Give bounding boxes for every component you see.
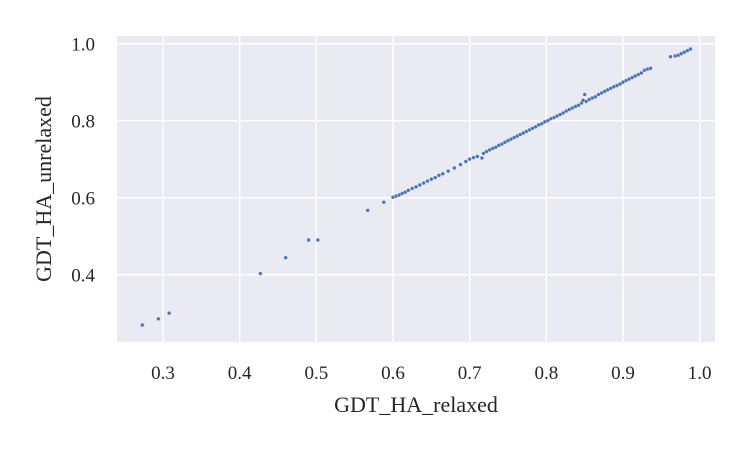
data-point — [533, 124, 538, 129]
data-point — [576, 103, 581, 108]
data-point — [499, 142, 504, 147]
x-tick-label: 0.4 — [228, 363, 252, 384]
data-point — [639, 70, 644, 76]
data-point — [493, 145, 498, 150]
data-point — [421, 180, 426, 186]
x-tick-label: 0.7 — [458, 363, 482, 384]
data-point — [479, 155, 484, 161]
data-point — [584, 99, 589, 104]
x-tick-label: 0.9 — [611, 363, 635, 384]
x-axis-label: GDT_HA_relaxed — [334, 392, 498, 417]
data-point — [440, 171, 445, 176]
y-tick-label: 1.0 — [71, 35, 95, 56]
x-tick-label: 0.5 — [304, 363, 328, 384]
data-point — [315, 237, 320, 243]
data-point — [463, 159, 468, 164]
data-point — [413, 184, 419, 189]
data-point — [688, 47, 693, 52]
data-point — [481, 151, 486, 156]
x-tick-label: 0.8 — [534, 363, 558, 384]
data-point — [410, 186, 415, 191]
data-point — [436, 173, 442, 178]
data-point — [433, 175, 438, 180]
data-point — [258, 271, 263, 276]
x-tick-label: 0.3 — [151, 363, 175, 384]
x-tick-label: 0.6 — [381, 363, 405, 384]
data-point — [446, 169, 451, 174]
data-point — [458, 162, 463, 167]
data-point — [467, 157, 472, 162]
data-point — [452, 165, 457, 171]
data-point — [561, 110, 566, 116]
data-point — [365, 208, 370, 213]
grid — [117, 36, 715, 342]
data-point — [406, 188, 411, 193]
y-axis-ticks: 0.4 0.6 0.8 1.0 — [71, 35, 95, 287]
data-point — [425, 179, 430, 184]
data-point — [617, 82, 622, 87]
data-point — [417, 182, 422, 188]
data-point — [167, 311, 172, 316]
data-point — [475, 154, 480, 159]
data-point — [306, 237, 311, 243]
x-tick-label: 1.0 — [688, 363, 712, 384]
data-point — [156, 316, 161, 321]
data-point — [668, 54, 673, 59]
y-axis-label: GDT_HA_unrelaxed — [31, 96, 56, 282]
data-point — [593, 94, 598, 99]
data-point — [381, 200, 386, 205]
y-tick-label: 0.4 — [71, 266, 95, 287]
data-point — [545, 118, 550, 123]
data-point — [471, 155, 476, 160]
data-point — [140, 323, 145, 328]
data-point — [403, 190, 408, 195]
data-points — [140, 47, 693, 328]
data-point — [429, 177, 434, 182]
data-point — [582, 92, 587, 97]
data-point — [648, 66, 653, 71]
data-point — [283, 255, 288, 260]
x-axis-ticks: 0.3 0.4 0.5 0.6 0.7 0.8 0.9 1.0 — [151, 363, 711, 384]
y-tick-label: 0.8 — [71, 112, 95, 133]
data-point — [539, 121, 544, 126]
y-tick-label: 0.6 — [71, 189, 95, 210]
